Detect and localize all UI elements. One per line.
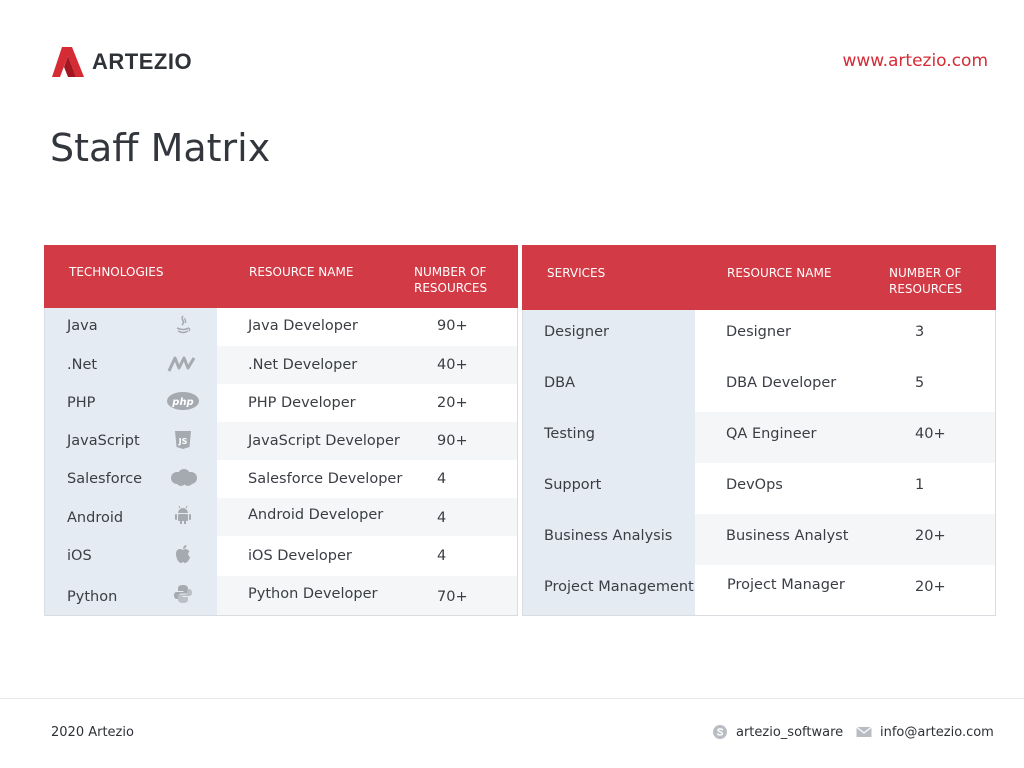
dotnet-icon [166, 353, 200, 375]
header-number-of-resources: NUMBER OF RESOURCES [414, 265, 488, 295]
service-name: Designer [544, 324, 609, 340]
resource-count: 4 [437, 471, 447, 487]
resource-count: 3 [915, 324, 925, 340]
tech-name: Android [67, 510, 124, 526]
tech-name: PHP [67, 395, 96, 411]
table-row: Testing QA Engineer 40+ [523, 412, 995, 463]
resource-count: 90+ [437, 433, 468, 449]
php-icon: php [166, 390, 200, 412]
python-icon [166, 583, 200, 605]
resource-name: .Net Developer [248, 357, 358, 373]
resource-name: Business Analyst [726, 528, 849, 544]
footer-divider [0, 698, 1024, 699]
resource-count: 1 [915, 477, 925, 493]
service-name: Support [544, 477, 602, 493]
resource-count: 40+ [437, 357, 468, 373]
tech-name: .Net [67, 357, 98, 373]
services-table-header: SERVICES RESOURCE NAME NUMBER OF RESOURC… [522, 245, 996, 310]
javascript-icon: JS [166, 429, 200, 451]
technologies-table: TECHNOLOGIES RESOURCE NAME NUMBER OF RES… [44, 245, 518, 616]
header-resource-name: RESOURCE NAME [727, 266, 832, 280]
technologies-table-header: TECHNOLOGIES RESOURCE NAME NUMBER OF RES… [44, 245, 518, 308]
tech-name: iOS [67, 548, 92, 564]
table-row: Designer Designer 3 [523, 310, 995, 361]
resource-count: 5 [915, 375, 925, 391]
resource-name: Salesforce Developer [248, 471, 403, 487]
resource-name: DevOps [726, 477, 783, 493]
service-name: DBA [544, 375, 576, 391]
resource-count: 20+ [915, 579, 946, 595]
artezio-logo-mark-icon [52, 47, 84, 77]
table-row: Salesforce Salesforce Developer 4 [45, 460, 517, 498]
email-address: info@artezio.com [880, 724, 994, 740]
header-number-of-resources: NUMBER OF RESOURCES [889, 266, 963, 296]
resource-name: PHP Developer [248, 395, 356, 411]
resource-count: 4 [437, 548, 447, 564]
resource-name: Project Manager [727, 577, 845, 593]
artezio-logo[interactable]: ARTEZIO [52, 47, 192, 77]
apple-icon [166, 543, 200, 565]
java-icon [166, 314, 200, 336]
resource-name: JavaScript Developer [248, 433, 400, 449]
table-row: PHP php PHP Developer 20+ [45, 384, 517, 422]
logo-wordmark: ARTEZIO [92, 49, 193, 74]
header-resource-name: RESOURCE NAME [249, 265, 354, 279]
service-name: Testing [544, 426, 595, 442]
android-icon [166, 504, 200, 526]
resource-count: 70+ [437, 589, 468, 605]
skype-contact-link[interactable]: artezio_software [712, 724, 843, 740]
service-name: Project Management [544, 579, 694, 595]
resource-count: 20+ [915, 528, 946, 544]
table-row: Java Java Developer 90+ [45, 308, 517, 346]
resource-name: DBA Developer [726, 375, 837, 391]
tech-name: Java [67, 318, 98, 334]
table-row: Android Android Developer 4 [45, 498, 517, 536]
resource-count: 90+ [437, 318, 468, 334]
resource-name: QA Engineer [726, 426, 817, 442]
email-contact-link[interactable]: info@artezio.com [856, 724, 994, 740]
table-row: DBA DBA Developer 5 [523, 361, 995, 412]
salesforce-icon [166, 467, 200, 489]
header-technologies: TECHNOLOGIES [69, 265, 164, 279]
footer-copyright: 2020 Artezio [51, 725, 134, 740]
technologies-column-bg [45, 308, 217, 615]
services-column-bg [523, 310, 695, 615]
svg-text:php: php [171, 397, 193, 408]
table-row: iOS iOS Developer 4 [45, 536, 517, 576]
table-row: Python Python Developer 70+ [45, 576, 517, 615]
page-title: Staff Matrix [50, 126, 271, 170]
resource-count: 4 [437, 510, 447, 526]
resource-name: Designer [726, 324, 791, 340]
resource-name: Android Developer [248, 507, 384, 523]
table-row: .Net .Net Developer 40+ [45, 346, 517, 384]
skype-icon [713, 725, 727, 739]
table-row: Support DevOps 1 [523, 463, 995, 514]
resource-name: Python Developer [248, 586, 378, 602]
website-link[interactable]: www.artezio.com [842, 51, 988, 71]
services-table: SERVICES RESOURCE NAME NUMBER OF RESOURC… [522, 245, 996, 616]
resource-count: 20+ [437, 395, 468, 411]
header-services: SERVICES [547, 266, 606, 280]
mail-icon [856, 726, 872, 737]
table-row: Business Analysis Business Analyst 20+ [523, 514, 995, 565]
resource-count: 40+ [915, 426, 946, 442]
tech-name: Salesforce [67, 471, 143, 487]
svg-text:JS: JS [178, 437, 188, 446]
table-row: Project Management Project Manager 20+ [523, 565, 995, 615]
tech-name: JavaScript [67, 433, 140, 449]
resource-name: Java Developer [248, 318, 358, 334]
resource-name: iOS Developer [248, 548, 352, 564]
skype-handle: artezio_software [736, 724, 844, 740]
tech-name: Python [67, 589, 118, 605]
table-row: JavaScript JS JavaScript Developer 90+ [45, 422, 517, 460]
service-name: Business Analysis [544, 528, 673, 544]
